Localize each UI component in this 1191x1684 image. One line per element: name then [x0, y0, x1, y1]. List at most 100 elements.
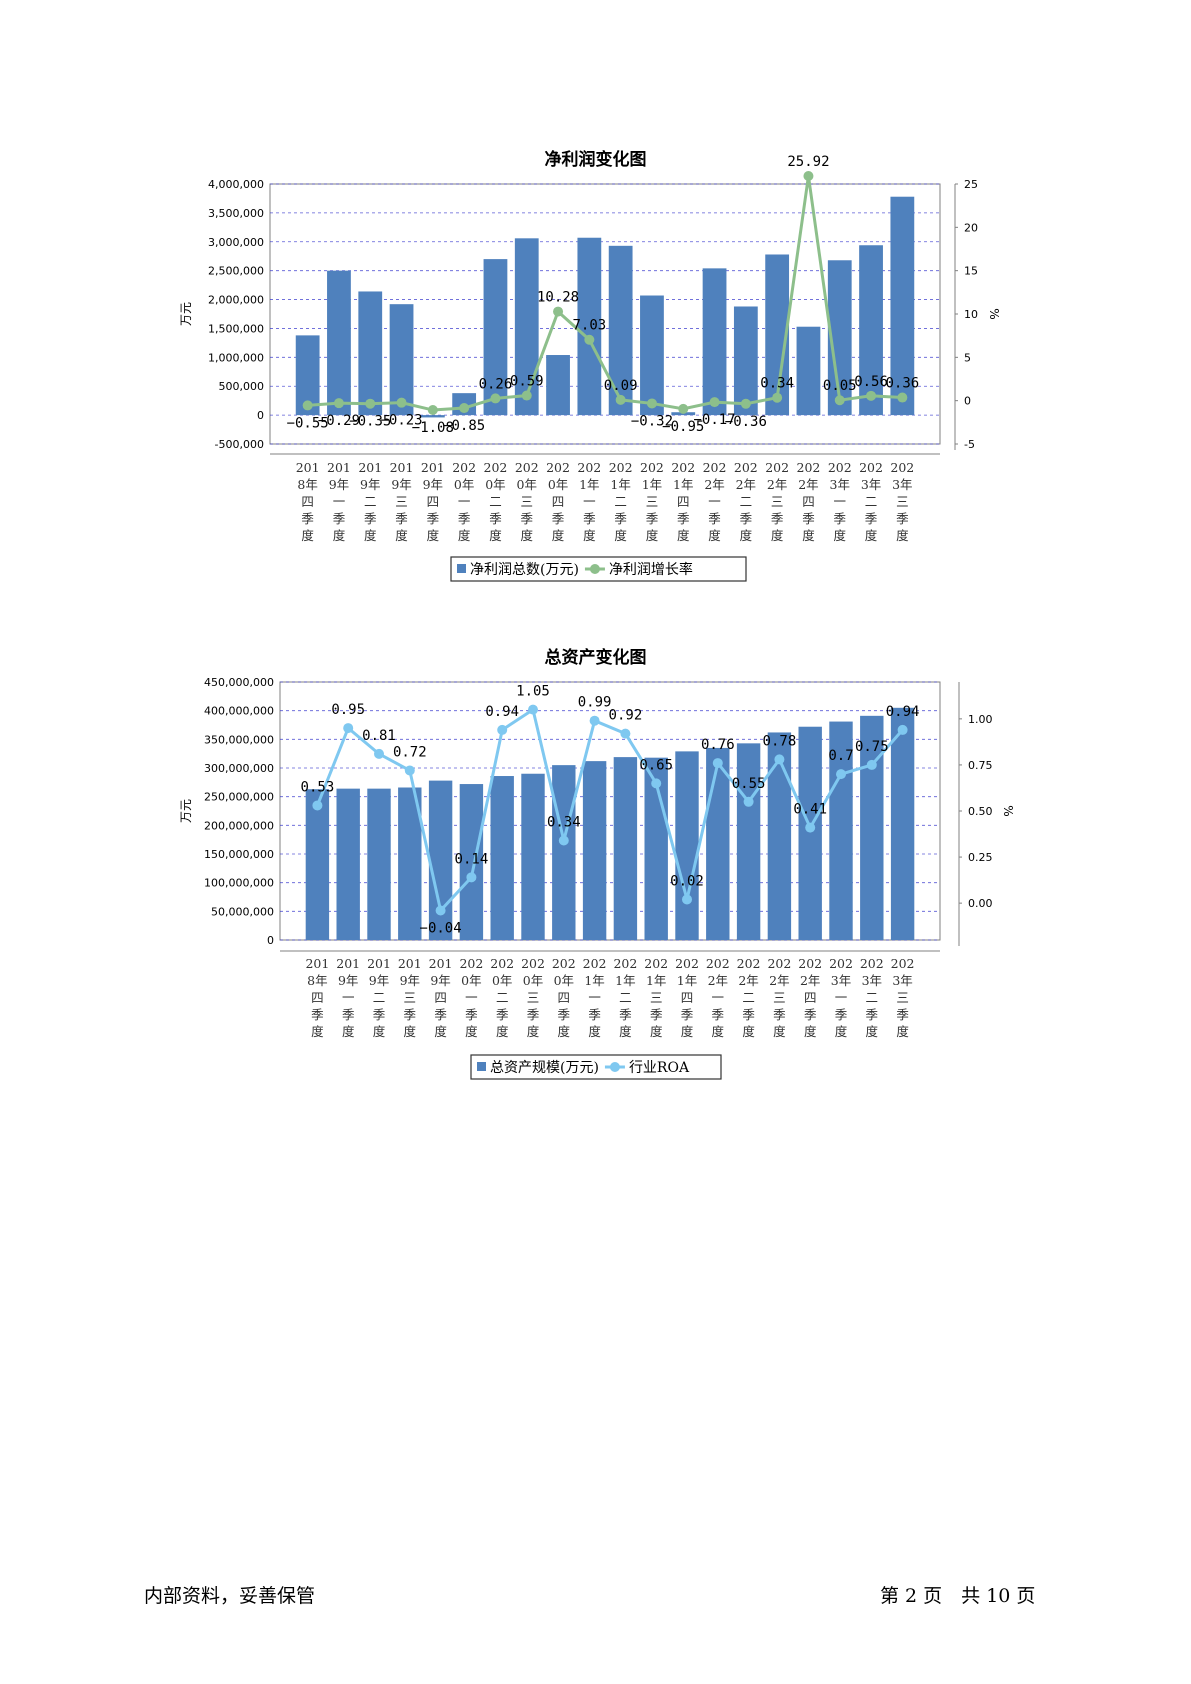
- chart-2-x-tick-label: 0年: [492, 973, 512, 988]
- chart-2-x-tick-label: 季: [835, 1007, 848, 1022]
- chart-1-y2-tick-label: 20: [964, 221, 978, 234]
- chart-2-line-point: [651, 778, 662, 789]
- chart-1-x-tick-label: 二: [865, 494, 878, 509]
- chart-2-data-label: 0.53: [301, 779, 335, 795]
- chart-2-y2-tick-label: 0.50: [968, 805, 993, 818]
- chart-1-x-tick-label: 202: [452, 460, 476, 475]
- chart-1-x-tick-label: 一: [708, 494, 721, 509]
- chart-1-bar: [327, 270, 351, 416]
- chart-1-x-tick-label: 三: [771, 494, 784, 509]
- chart-1-y-tick-label: 0: [257, 409, 264, 422]
- chart-2-line-point: [404, 765, 415, 776]
- chart-1-bar: [859, 245, 883, 416]
- chart-1-x-tick-label: 二: [364, 494, 377, 509]
- chart-1-x-tick-label: 季: [583, 511, 596, 526]
- chart-2-line-point: [589, 715, 600, 726]
- chart-2-line-point: [712, 758, 723, 769]
- chart-2-x-tick-label: 8年: [307, 973, 327, 988]
- chart-1-data-label: 0.59: [510, 374, 544, 390]
- chart-1-x-tick-label: 度: [614, 528, 627, 543]
- chart-2-x-tick-label: 一: [835, 990, 848, 1005]
- chart-2-x-tick-label: 季: [896, 1007, 909, 1022]
- chart-1-y-tick-label: 3,500,000: [208, 207, 264, 220]
- chart-2-x-tick-label: 一: [712, 990, 725, 1005]
- chart-1-bar: [890, 196, 915, 416]
- chart-2-line-point: [528, 704, 538, 715]
- chart-1-x-tick-label: 度: [458, 528, 471, 543]
- chart-1-x-tick-label: 季: [677, 511, 690, 526]
- chart-1-x-tick-label: 度: [740, 528, 753, 543]
- chart-1-y2-tick-label: 25: [964, 178, 978, 191]
- chart-2-data-label: 0.94: [485, 704, 519, 720]
- chart-2-x-tick-label: 季: [681, 1007, 694, 1022]
- chart-2-data-label: 0.02: [670, 873, 704, 889]
- chart-2-legend-bar-swatch: [477, 1062, 486, 1071]
- chart-2-x-tick-label: 季: [342, 1007, 355, 1022]
- chart-2-x-tick-label: 202: [490, 956, 514, 971]
- chart-1-x-tick-label: 一: [333, 494, 346, 509]
- chart-2-x-tick-label: 度: [650, 1024, 663, 1039]
- chart-2-x-tick-label: 1年: [584, 973, 604, 988]
- chart-1-bar: [546, 355, 570, 416]
- chart-2-x-tick-label: 度: [835, 1024, 848, 1039]
- chart-1-bar: [483, 259, 508, 416]
- chart-2-x-tick-label: 度: [588, 1024, 601, 1039]
- chart-1-x-tick-label: 度: [896, 528, 909, 543]
- chart-1-x-tick-label: 202: [828, 460, 852, 475]
- chart-1-y2-tick-label: 0: [964, 395, 971, 408]
- chart-1-bar: [358, 291, 383, 416]
- chart-1-line-point: [866, 390, 877, 401]
- chart-1-x-tick-label: 度: [520, 528, 533, 543]
- chart-1-x-tick-label: 9年: [391, 477, 411, 492]
- chart-1-data-label: 0.34: [760, 376, 794, 392]
- chart-2-line-point: [343, 723, 354, 734]
- chart-2-data-label: 0.99: [578, 695, 612, 711]
- chart-1-x-tick-label: 度: [708, 528, 721, 543]
- footer-confidential-note: 内部资料，妥善保管: [144, 1585, 316, 1607]
- footer-page-number: 第 2 页 共 10 页: [880, 1585, 1036, 1607]
- chart-1-x-tick-label: 201: [358, 460, 382, 475]
- chart-1-x-tick-label: 2年: [798, 477, 818, 492]
- chart-2-y2-tick-label: 1.00: [968, 713, 993, 726]
- chart-1-title: 净利润变化图: [544, 150, 647, 170]
- chart-2-x-tick-label: 9年: [400, 973, 420, 988]
- chart-2-x-tick-label: 201: [367, 956, 391, 971]
- chart-2-x-tick-label: 四: [311, 990, 324, 1005]
- chart-1-line-point: [646, 398, 657, 409]
- chart-2-y2-tick-label: 0.25: [968, 851, 993, 864]
- chart-2-data-label: 1.05: [516, 684, 550, 700]
- chart-2-x-tick-label: 季: [712, 1007, 725, 1022]
- chart-2-x-tick-label: 202: [798, 956, 822, 971]
- chart-1-line-point: [490, 393, 501, 404]
- chart-1-x-tick-label: 度: [489, 528, 502, 543]
- chart-1-x-tick-label: 季: [552, 511, 565, 526]
- chart-2-x-tick-label: 三: [650, 990, 663, 1005]
- chart-2-x-tick-label: 201: [398, 956, 422, 971]
- chart-1-plot-frame: [269, 183, 941, 445]
- chart-2-x-tick-label: 季: [404, 1007, 417, 1022]
- chart-2-x-tick-label: 3年: [831, 973, 851, 988]
- chart-1-x-tick-label: 9年: [360, 477, 380, 492]
- chart-1-bar: [577, 237, 602, 416]
- chart-2-x-tick-label: 度: [619, 1024, 632, 1039]
- chart-1-bar: [389, 304, 414, 416]
- chart-1-x-tick-label: 1年: [579, 477, 599, 492]
- chart-1-x-tick-label: 9年: [423, 477, 443, 492]
- chart-2-x-tick-label: 3年: [862, 973, 882, 988]
- chart-2-x-tick-label: 度: [373, 1024, 386, 1039]
- chart-1-line-point: [302, 400, 313, 411]
- chart-1-x-tick-label: 1年: [673, 477, 693, 492]
- chart-2-x-tick-label: 202: [829, 956, 853, 971]
- chart-2-x-tick-label: 度: [866, 1024, 879, 1039]
- chart-2-x-tick-label: 0年: [461, 973, 481, 988]
- chart-2-data-label: 0.76: [701, 737, 735, 753]
- chart-1-x-tick-label: 度: [364, 528, 377, 543]
- chart-1-y2-axis-title: %: [987, 308, 1001, 319]
- chart-2-x-tick-label: 季: [434, 1007, 447, 1022]
- chart-1-line-point: [584, 334, 595, 345]
- chart-2-x-tick-label: 度: [742, 1024, 755, 1039]
- chart-1-line-point: [553, 306, 564, 317]
- chart-1-x-tick-label: 202: [890, 460, 914, 475]
- chart-2-x-tick-label: 三: [527, 990, 540, 1005]
- chart-2-x-tick-label: 季: [588, 1007, 601, 1022]
